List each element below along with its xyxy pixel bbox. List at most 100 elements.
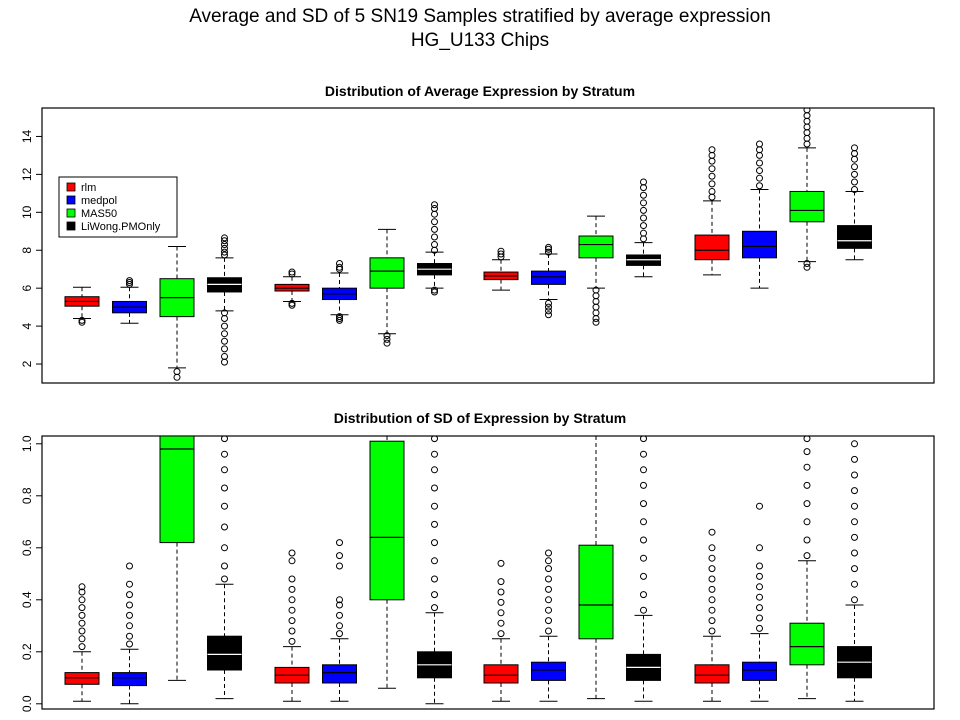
outlier-point (383, 332, 391, 340)
outlier-point (497, 609, 505, 617)
outlier-point (851, 596, 858, 604)
outlier-point (803, 260, 811, 268)
outlier-point (756, 572, 763, 580)
outlier-point (756, 544, 763, 552)
box-medpol-stratum-1 (112, 562, 147, 705)
outlier-point (756, 140, 763, 148)
y-tick-label: 8 (20, 247, 34, 254)
outlier-point (708, 187, 716, 195)
outlier-point (640, 450, 647, 458)
outlier-point (592, 286, 600, 294)
box-rlm-stratum-3 (483, 559, 519, 702)
outlier-point (221, 502, 228, 510)
outlier-point (288, 575, 296, 583)
legend-entry: medpol (81, 195, 117, 207)
outlier-point (126, 280, 133, 288)
box-MAS50-stratum-3 (578, 436, 614, 700)
outlier-point (708, 193, 716, 201)
outlier-point (336, 552, 343, 560)
plot-frame (41, 107, 935, 384)
outlier-point (336, 611, 343, 619)
outlier-point (431, 210, 438, 218)
box-LiWong.PMOnly-stratum-1 (207, 234, 242, 366)
outlier-point (221, 244, 228, 252)
outlier-point (221, 484, 228, 492)
outlier-point (640, 436, 647, 443)
box-rlm-stratum-1 (64, 583, 100, 702)
outlier-point (756, 583, 763, 591)
outlier-point (431, 450, 438, 458)
box-body (742, 230, 777, 259)
box-rlm-stratum-2 (274, 549, 310, 702)
outlier-point (640, 466, 647, 474)
outlier-point (851, 150, 858, 158)
outlier-point (497, 578, 505, 586)
y-tick-label: 6 (20, 285, 34, 292)
outlier-point (640, 500, 647, 508)
outlier-point (851, 144, 858, 152)
legend-swatch (66, 195, 76, 205)
outlier-point (640, 518, 647, 526)
box-body (789, 190, 825, 223)
y-tick-label: 0.2 (20, 643, 34, 660)
outlier-point (803, 481, 811, 489)
outlier-point (803, 112, 811, 120)
outlier-point (640, 214, 647, 222)
legend-entry: rlm (81, 182, 96, 194)
outlier-point (640, 591, 647, 599)
outlier-point (336, 630, 343, 638)
box-body (531, 270, 566, 285)
outlier-point (431, 286, 438, 294)
panel-title-sd-expression: Distribution of SD of Expression by Stra… (334, 410, 626, 426)
outlier-point (803, 263, 811, 271)
box-body (369, 440, 405, 601)
outlier-point (851, 455, 858, 463)
box-body (789, 622, 825, 666)
outlier-point (78, 627, 86, 635)
outlier-point (592, 309, 600, 317)
outlier-point (221, 575, 228, 583)
outlier-point (545, 606, 552, 614)
outlier-point (336, 316, 343, 324)
outlier-point (803, 448, 811, 456)
outlier-point (803, 463, 811, 471)
outlier-point (126, 611, 133, 619)
outlier-point (431, 225, 438, 233)
outlier-point (708, 565, 716, 573)
outlier-point (851, 487, 858, 495)
box-body (694, 664, 730, 684)
outlier-point (288, 557, 296, 565)
outlier-point (756, 502, 763, 510)
outlier-point (288, 299, 296, 307)
outlier-point (431, 520, 438, 528)
outlier-point (221, 251, 228, 259)
outlier-point (126, 601, 133, 609)
outlier-point (497, 588, 505, 596)
outlier-point (336, 622, 343, 630)
outlier-point (545, 549, 552, 557)
outlier-point (288, 637, 296, 645)
outlier-point (592, 303, 600, 311)
outlier-point (545, 243, 552, 251)
outlier-point (708, 180, 716, 188)
outlier-point (640, 191, 647, 199)
outlier-point (288, 617, 296, 625)
box-MAS50-stratum-4 (789, 108, 825, 271)
outlier-point (78, 588, 86, 596)
outlier-point (221, 309, 228, 317)
box-body (837, 225, 872, 249)
outlier-point (640, 536, 647, 544)
legend-swatch (66, 221, 76, 231)
y-tick-label: 0.0 (20, 695, 34, 712)
box-LiWong.PMOnly-stratum-4 (837, 440, 872, 702)
outlier-point (431, 436, 438, 443)
outlier-point (221, 330, 228, 338)
outlier-point (431, 218, 438, 226)
outlier-point (851, 502, 858, 510)
outlier-point (708, 554, 716, 562)
outlier-point (78, 604, 86, 612)
outlier-point (221, 450, 228, 458)
y-tick-label: 0.8 (20, 487, 34, 504)
outlier-point (78, 318, 86, 326)
